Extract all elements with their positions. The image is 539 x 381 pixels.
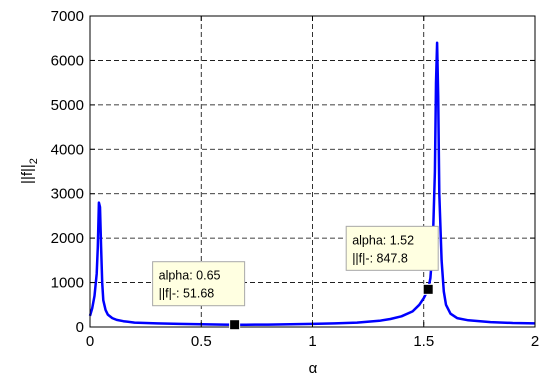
datatip-line-1: alpha: 1.52 <box>352 233 414 247</box>
datatip-line-2: ||f|-: 847.8 <box>352 251 408 265</box>
y-tick-label: 6000 <box>51 52 84 69</box>
y-axis-label: ||f||2 <box>19 158 40 184</box>
y-tick-label: 7000 <box>51 8 84 25</box>
y-axis-label-group: ||f||2 <box>19 158 40 184</box>
x-axis-label: α <box>309 360 318 376</box>
x-tick-label: 1 <box>308 333 316 350</box>
x-tick-label: 0 <box>86 333 94 350</box>
y-axis-label-subscript: 2 <box>28 158 40 164</box>
series-layer <box>88 41 536 326</box>
y-tick-label: 0 <box>76 319 84 336</box>
y-tick-label: 5000 <box>51 97 84 114</box>
datatip-box <box>345 225 439 271</box>
datatip-line-1: alpha: 0.65 <box>159 269 221 283</box>
datatips: alpha: 0.65 ||f|-: 51.68 alpha: 1.52 ||f|-:… <box>152 225 439 331</box>
series-line <box>88 41 536 326</box>
ticks: 0 0.5 1 1.5 2 0 1000 2000 3000 4000 5000 6000 7000 <box>51 8 539 350</box>
y-tick-label: 2000 <box>51 230 84 247</box>
x-tick-label: 1.5 <box>413 333 434 350</box>
datatip-marker <box>229 319 241 331</box>
datatip: alpha: 1.52 ||f|-: 847.8 <box>345 225 439 295</box>
datatip-box <box>152 261 246 307</box>
y-tick-label: 3000 <box>51 186 84 203</box>
y-tick-label: 1000 <box>51 275 84 292</box>
datatip: alpha: 0.65 ||f|-: 51.68 <box>152 261 246 331</box>
x-tick-label: 0.5 <box>191 333 212 350</box>
grid <box>90 16 535 327</box>
x-tick-label: 2 <box>531 333 539 350</box>
datatip-line-2: ||f|-: 51.68 <box>159 287 215 301</box>
y-axis-label-main: ||f|| <box>19 164 36 184</box>
y-tick-label: 4000 <box>51 141 84 158</box>
datatip-marker <box>422 283 434 295</box>
